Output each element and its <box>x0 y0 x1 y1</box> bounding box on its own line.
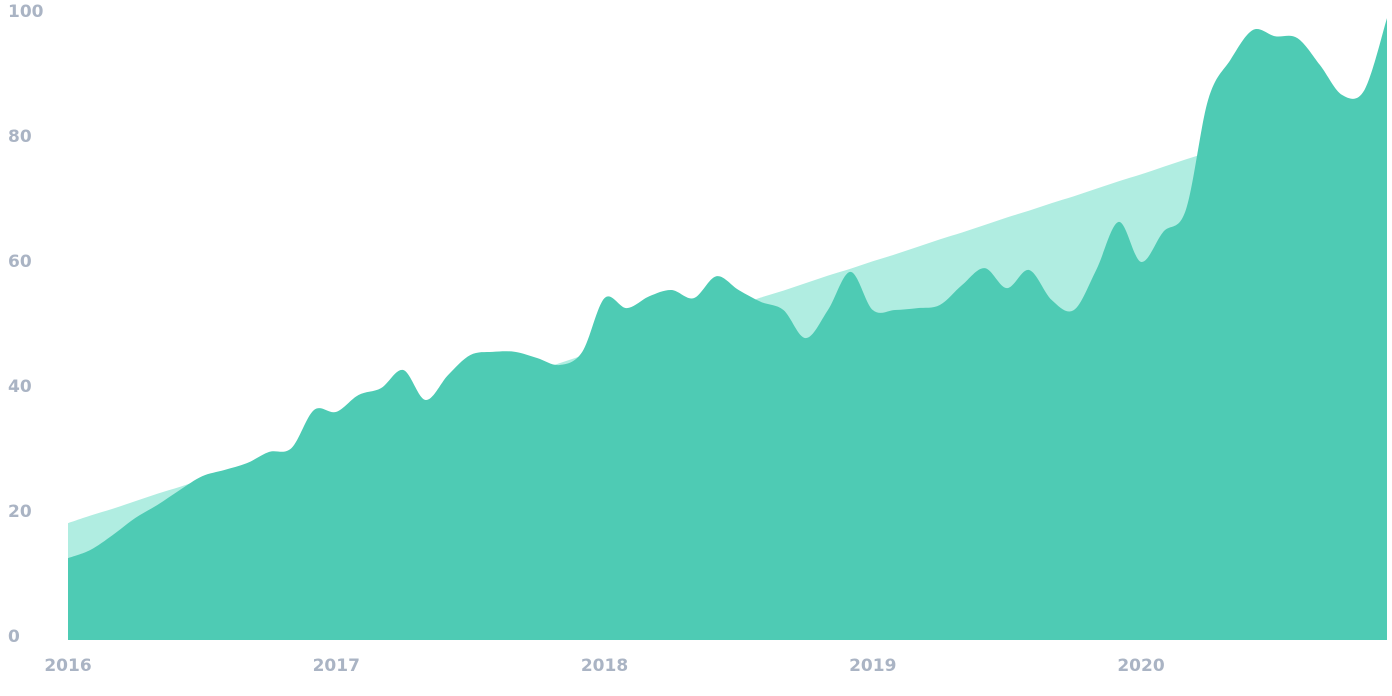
area <box>68 18 1387 640</box>
x-tick-label: 2020 <box>1117 656 1164 676</box>
y-tick-label: 60 <box>8 252 32 272</box>
y-tick-label: 100 <box>8 2 44 22</box>
y-tick-label: 20 <box>8 502 32 522</box>
y-tick-label: 0 <box>8 627 20 647</box>
x-tick-label: 2016 <box>44 656 91 676</box>
x-tick-label: 2017 <box>313 656 360 676</box>
y-tick-label: 40 <box>8 377 32 397</box>
x-tick-label: 2018 <box>581 656 628 676</box>
x-tick-label: 2019 <box>849 656 896 676</box>
y-tick-label: 80 <box>8 127 32 147</box>
